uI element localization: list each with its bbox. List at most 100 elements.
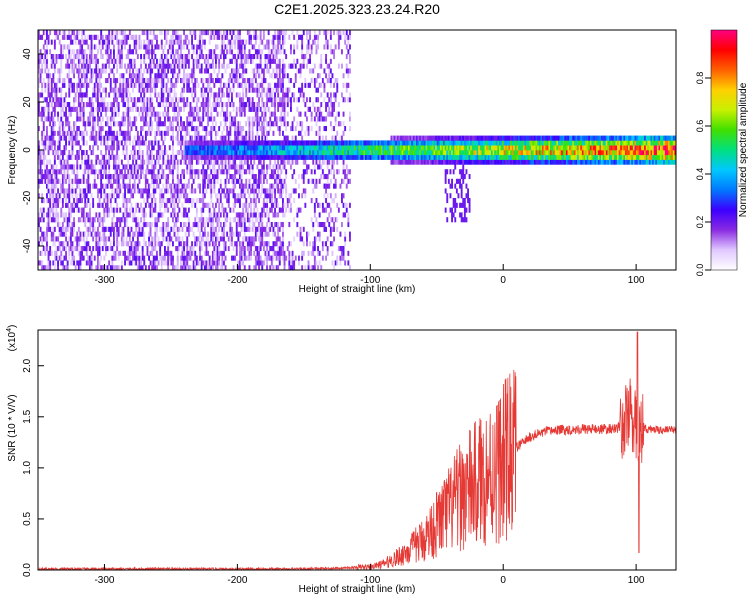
heatmap-cell bbox=[227, 135, 230, 141]
heatmap-cell bbox=[270, 140, 273, 146]
heatmap-cell bbox=[132, 34, 134, 40]
heatmap-cell bbox=[183, 193, 185, 199]
heatmap-cell bbox=[195, 169, 198, 175]
heatmap-cell bbox=[262, 260, 265, 266]
heatmap-cell bbox=[122, 116, 125, 122]
heatmap-cell bbox=[87, 260, 90, 266]
heatmap-cell bbox=[127, 183, 130, 189]
heatmap-cell bbox=[66, 241, 69, 247]
heatmap-cell bbox=[266, 121, 268, 127]
heatmap-cell bbox=[57, 154, 59, 160]
heatmap-cell bbox=[117, 231, 120, 237]
heatmap-cell bbox=[172, 39, 174, 45]
heatmap-cell bbox=[251, 82, 254, 88]
heatmap-cell bbox=[320, 150, 323, 156]
heatmap-cell bbox=[133, 121, 136, 127]
heatmap-cell bbox=[156, 97, 158, 103]
heatmap-cell bbox=[160, 44, 163, 50]
heatmap-cell bbox=[98, 68, 101, 74]
heatmap-cell bbox=[245, 207, 248, 213]
heatmap-cell bbox=[205, 30, 208, 36]
heatmap-cell bbox=[90, 58, 93, 64]
heatmap-cell bbox=[219, 236, 222, 242]
heatmap-cell bbox=[69, 39, 72, 45]
heatmap-cell bbox=[313, 212, 316, 218]
heatmap-cell bbox=[242, 150, 245, 156]
heatmap-cell bbox=[81, 111, 83, 117]
heatmap-cell bbox=[97, 255, 99, 261]
heatmap-cell bbox=[114, 154, 117, 160]
heatmap-cell bbox=[178, 73, 181, 79]
heatmap-cell bbox=[168, 250, 171, 256]
heatmap-cell bbox=[136, 255, 139, 261]
heatmap-cell bbox=[258, 145, 260, 151]
heatmap-cell bbox=[44, 250, 47, 256]
heatmap-cell bbox=[259, 140, 262, 146]
heatmap-cell bbox=[224, 207, 227, 213]
heatmap-cell bbox=[116, 164, 119, 170]
heatmap-cell bbox=[156, 222, 158, 228]
heatmap-cell bbox=[274, 106, 276, 112]
heatmap-cell bbox=[261, 226, 264, 232]
heatmap-cell bbox=[205, 169, 208, 175]
heatmap-cell bbox=[124, 169, 126, 175]
heatmap-cell bbox=[160, 188, 163, 194]
heatmap-cell bbox=[184, 73, 187, 79]
heatmap-cell bbox=[149, 126, 152, 132]
heatmap-cell bbox=[156, 231, 158, 237]
heatmap-cell bbox=[85, 92, 88, 98]
heatmap-cell bbox=[116, 174, 119, 180]
heatmap-cell bbox=[60, 111, 63, 117]
heatmap-cell bbox=[61, 106, 64, 112]
heatmap-cell bbox=[227, 198, 230, 204]
heatmap-cell bbox=[53, 82, 56, 88]
heatmap-cell bbox=[272, 202, 275, 208]
heatmap-cell bbox=[159, 73, 162, 79]
heatmap-cell bbox=[329, 30, 332, 36]
heatmap-cell bbox=[258, 44, 260, 50]
heatmap-cell bbox=[146, 34, 149, 40]
heatmap-cell bbox=[325, 54, 327, 60]
heatmap-cell bbox=[71, 39, 74, 45]
heatmap-cell bbox=[317, 34, 319, 40]
heatmap-cell bbox=[285, 140, 288, 146]
heatmap-cell bbox=[231, 58, 233, 64]
heatmap-cell bbox=[38, 102, 40, 108]
heatmap-cell bbox=[176, 54, 179, 60]
heatmap-cell bbox=[42, 126, 45, 132]
heatmap-cell bbox=[310, 169, 313, 175]
heatmap-cell bbox=[331, 140, 334, 146]
heatmap-cell bbox=[277, 39, 280, 45]
heatmap-cell bbox=[57, 78, 59, 84]
heatmap-cell bbox=[239, 159, 241, 165]
heatmap-cell bbox=[159, 207, 162, 213]
heatmap-cell bbox=[82, 106, 85, 112]
heatmap-cell bbox=[267, 82, 270, 88]
heatmap-cell bbox=[280, 169, 283, 175]
heatmap-cell bbox=[256, 116, 259, 122]
heatmap-cell bbox=[84, 198, 87, 204]
heatmap-cell bbox=[138, 231, 141, 237]
heatmap-cell bbox=[165, 34, 168, 40]
heatmap-cell bbox=[66, 217, 69, 223]
heatmap-cell bbox=[278, 226, 281, 232]
heatmap-cell bbox=[232, 39, 235, 45]
heatmap-cell bbox=[199, 68, 201, 74]
heatmap-cell bbox=[266, 102, 268, 108]
heatmap-cell bbox=[160, 30, 163, 36]
heatmap-cell bbox=[170, 226, 173, 232]
heatmap-cell bbox=[71, 246, 74, 252]
heatmap-cell bbox=[73, 68, 75, 74]
heatmap-cell bbox=[120, 260, 123, 266]
heatmap-cell bbox=[76, 246, 79, 252]
heatmap-cell bbox=[132, 106, 134, 112]
heatmap-cell bbox=[207, 78, 209, 84]
heatmap-cell bbox=[57, 102, 59, 108]
heatmap-cell bbox=[317, 145, 319, 151]
heatmap-cell bbox=[138, 226, 141, 232]
heatmap-cell bbox=[100, 193, 103, 199]
heatmap-cell bbox=[167, 130, 170, 136]
heatmap-cell bbox=[229, 58, 232, 64]
heatmap-cell bbox=[130, 188, 133, 194]
heatmap-cell bbox=[140, 130, 142, 136]
